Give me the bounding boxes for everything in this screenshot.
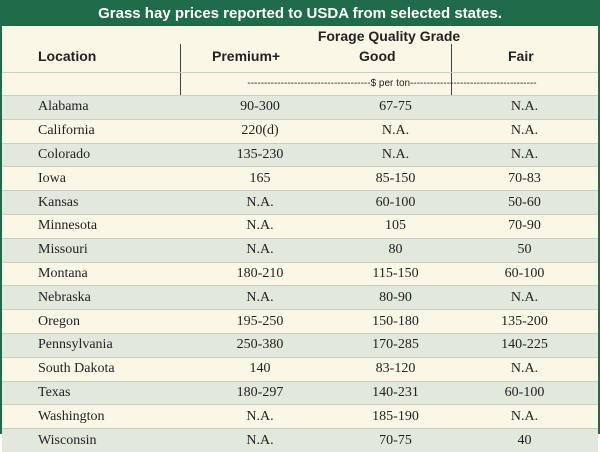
premium-price-cell: N.A. (180, 285, 340, 310)
premium-price-cell: 165 (180, 166, 340, 191)
premium-price-cell: N.A. (180, 213, 340, 239)
location-cell: South Dakota (2, 356, 180, 382)
premium-price-cell: N.A. (180, 428, 340, 452)
good-price-cell: 60-100 (340, 190, 451, 215)
good-price-cell: N.A. (340, 118, 451, 144)
table-row: Wisconsin N.A. 70-75 40 (2, 428, 598, 452)
table-row: Oregon 195-250 150-180 135-200 (2, 309, 598, 334)
location-cell: Iowa (2, 166, 180, 191)
good-price-cell: N.A. (340, 142, 451, 167)
fair-price-cell: N.A. (451, 142, 598, 167)
fair-price-cell: N.A. (451, 404, 598, 429)
column-divider (451, 44, 452, 72)
location-cell: Kansas (2, 190, 180, 215)
location-cell: California (2, 118, 180, 144)
premium-price-cell: N.A. (180, 404, 340, 429)
premium-price-cell: 250-380 (180, 332, 340, 358)
location-cell: Washington (2, 404, 180, 429)
table-row: Nebraska N.A. 80-90 N.A. (2, 285, 598, 310)
location-cell: Montana (2, 261, 180, 286)
location-cell: Minnesota (2, 213, 180, 239)
column-divider (180, 73, 181, 95)
table-title: Grass hay prices reported to USDA from s… (2, 2, 598, 26)
good-price-cell: 83-120 (340, 356, 451, 382)
fair-price-cell: 60-100 (451, 261, 598, 286)
location-cell: Wisconsin (2, 428, 180, 452)
good-price-cell: 80 (340, 237, 451, 263)
table-row: South Dakota 140 83-120 N.A. (2, 356, 598, 382)
location-cell: Missouri (2, 237, 180, 263)
location-cell: Nebraska (2, 285, 180, 310)
fair-price-cell: N.A. (451, 118, 598, 144)
location-cell: Oregon (2, 309, 180, 334)
table-row: Texas 180-297 140-231 60-100 (2, 380, 598, 405)
premium-price-cell: 140 (180, 356, 340, 382)
good-price-cell: 150-180 (340, 309, 451, 334)
fair-price-cell: 50 (451, 237, 598, 263)
good-price-cell: 105 (340, 213, 451, 239)
location-cell: Texas (2, 380, 180, 405)
premium-price-cell: N.A. (180, 237, 340, 263)
fair-price-cell: 70-90 (451, 213, 598, 239)
table-row: Pennsylvania 250-380 170-285 140-225 (2, 332, 598, 358)
good-price-cell: 85-150 (340, 166, 451, 191)
premium-price-cell: 180-297 (180, 380, 340, 405)
good-price-cell: 80-90 (340, 285, 451, 310)
location-cell: Pennsylvania (2, 332, 180, 358)
column-divider (180, 44, 181, 72)
good-price-cell: 140-231 (340, 380, 451, 405)
good-price-cell: 67-75 (340, 95, 451, 120)
premium-price-cell: N.A. (180, 190, 340, 215)
column-divider (451, 73, 452, 95)
good-column-header: Good (359, 48, 396, 64)
table-row: Kansas N.A. 60-100 50-60 (2, 190, 598, 215)
good-price-cell: 70-75 (340, 428, 451, 452)
table-row: Alabama 90-300 67-75 N.A. (2, 95, 598, 120)
table-row: Iowa 165 85-150 70-83 (2, 166, 598, 191)
fair-price-cell: N.A. (451, 95, 598, 120)
table-row: Minnesota N.A. 105 70-90 (2, 213, 598, 239)
price-table: Alabama 90-300 67-75 N.A. California 220(d) N.… (2, 95, 598, 452)
fair-price-cell: 140-225 (451, 332, 598, 358)
premium-price-cell: 90-300 (180, 95, 340, 120)
table-row: Montana 180-210 115-150 60-100 (2, 261, 598, 286)
location-column-header: Location (38, 48, 97, 64)
table-row: Washington N.A. 185-190 N.A. (2, 404, 598, 429)
good-price-cell: 115-150 (340, 261, 451, 286)
forage-quality-grade-heading: Forage Quality Grade (317, 28, 461, 44)
fair-price-cell: N.A. (451, 285, 598, 310)
fair-price-cell: 60-100 (451, 380, 598, 405)
premium-price-cell: 195-250 (180, 309, 340, 334)
premium-price-cell: 135-230 (180, 142, 340, 167)
unit-row: -------------------------------------$ p… (2, 72, 598, 95)
fair-price-cell: 40 (451, 428, 598, 452)
good-price-cell: 185-190 (340, 404, 451, 429)
location-cell: Alabama (2, 95, 180, 120)
table-row: California 220(d) N.A. N.A. (2, 118, 598, 144)
unit-label: -------------------------------------$ p… (247, 78, 537, 89)
location-cell: Colorado (2, 142, 180, 167)
table-row: Missouri N.A. 80 50 (2, 237, 598, 263)
premium-column-header: Premium+ (212, 48, 281, 64)
good-price-cell: 170-285 (340, 332, 451, 358)
premium-price-cell: 180-210 (180, 261, 340, 286)
premium-price-cell: 220(d) (180, 118, 340, 144)
fair-price-cell: 70-83 (451, 166, 598, 191)
fair-price-cell: 50-60 (451, 190, 598, 215)
fair-price-cell: N.A. (451, 356, 598, 382)
fair-column-header: Fair (508, 48, 534, 64)
fair-price-cell: 135-200 (451, 309, 598, 334)
table-row: Colorado 135-230 N.A. N.A. (2, 142, 598, 167)
table-header: Forage Quality Grade Location Premium+ G… (2, 26, 598, 72)
